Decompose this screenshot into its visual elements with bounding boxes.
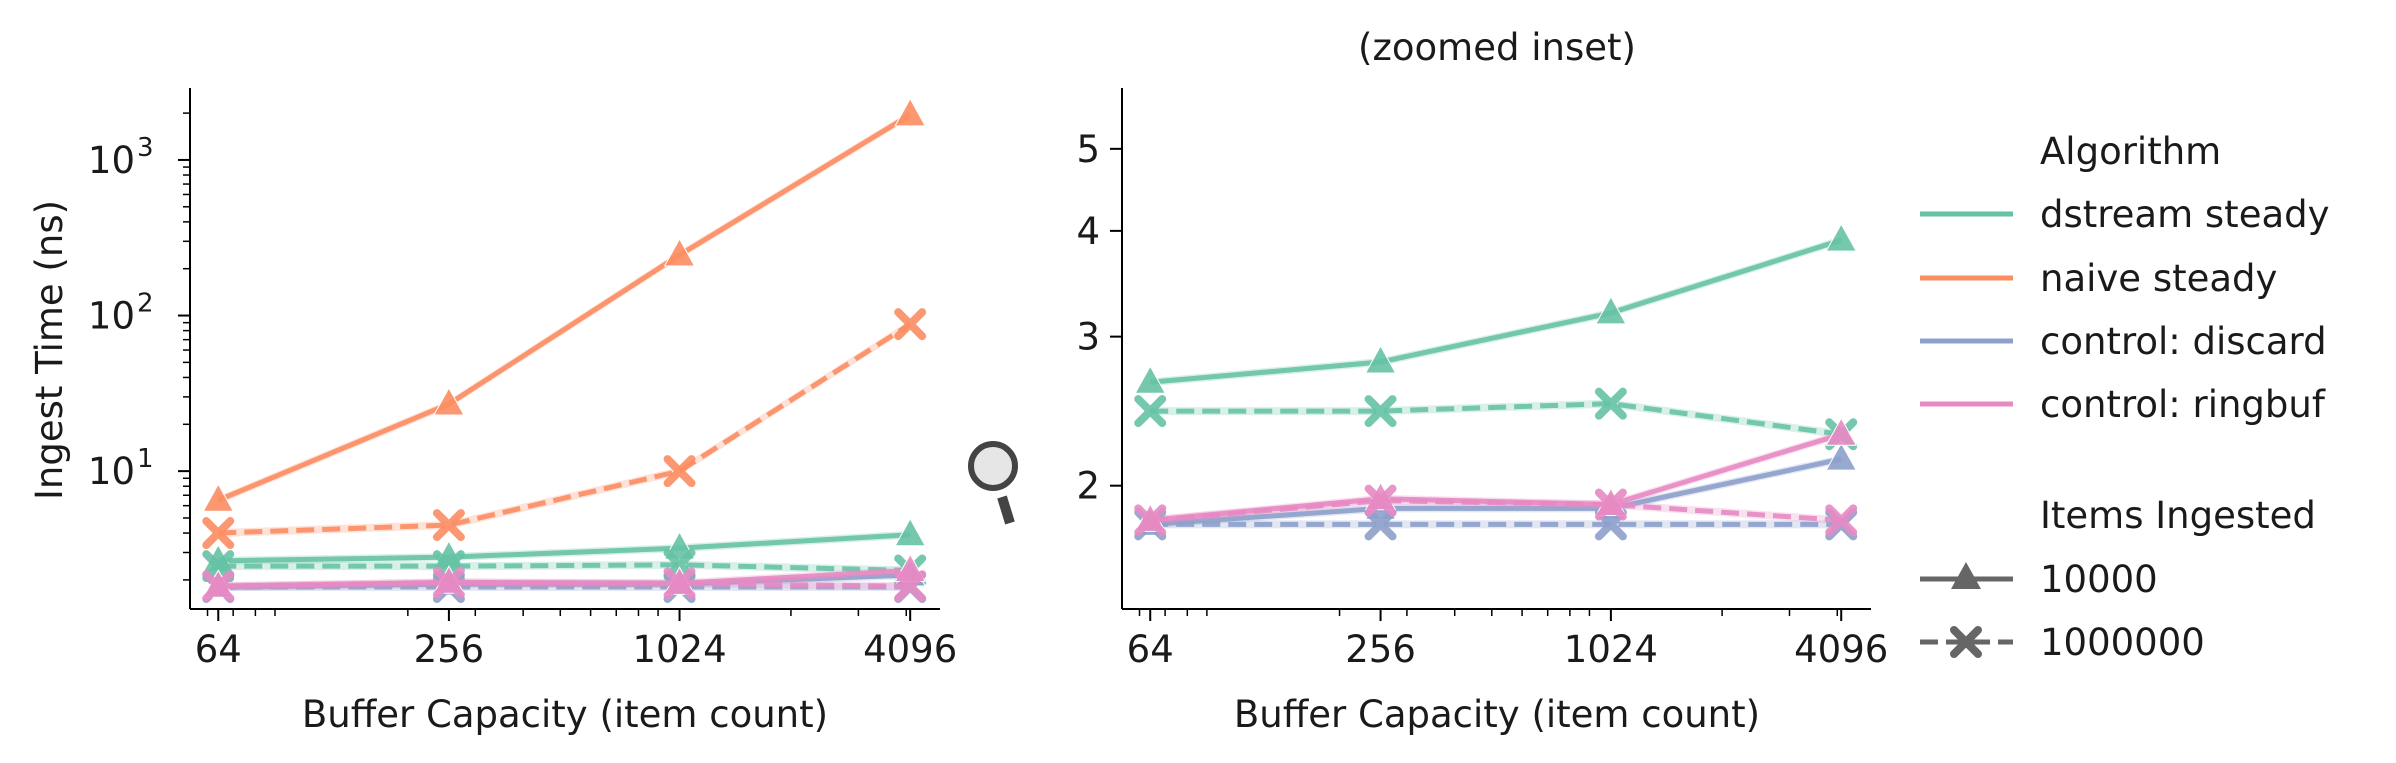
x-marker: [1594, 488, 1627, 521]
ci-band: [218, 110, 911, 505]
x-marker: [432, 509, 465, 542]
series-line: [1150, 237, 1842, 385]
y-tick-label: 2: [1076, 465, 1100, 508]
legend-label-1000000: 1000000: [2040, 621, 2205, 664]
triangle-marker: [433, 386, 465, 416]
triangle-marker: [1825, 442, 1858, 471]
series-line: [218, 322, 912, 536]
y-tick-label: 10: [88, 450, 135, 493]
x-marker: [1364, 484, 1397, 517]
triangle-marker: [894, 517, 927, 547]
x-marker: [1825, 504, 1858, 537]
x-marker: [894, 570, 927, 603]
legend-label-ringbuf: control: ringbuf: [2040, 383, 2326, 426]
x-tick-label: 256: [414, 628, 485, 671]
x-marker: [663, 567, 696, 600]
triangle-marker: [202, 483, 235, 512]
legend-label-10000: 10000: [2040, 558, 2158, 601]
x-marker: [1134, 395, 1167, 428]
series-line: [217, 112, 912, 503]
legend-label-naive: naive steady: [2040, 257, 2277, 300]
x-marker: [1364, 395, 1397, 428]
x-tick-label: 64: [195, 628, 242, 671]
triangle-marker: [663, 237, 696, 267]
y-tick-exponent: 1: [137, 444, 154, 474]
series-line: [1150, 401, 1842, 437]
series-line: [1150, 456, 1842, 527]
x-tick-label: 4096: [863, 628, 957, 671]
legend-triangle-marker: [1951, 562, 1981, 589]
x-tick-label: 64: [1127, 628, 1174, 671]
x-marker: [1134, 504, 1167, 537]
series-line: [218, 532, 911, 564]
triangle-marker: [894, 97, 927, 127]
inset-panel: 64 256 1024 4096 2 3 4 5 (zoomed inset) Buffer …: [1076, 26, 1888, 736]
x-tick-label: 1024: [632, 628, 726, 671]
y-tick-exponent: 3: [137, 133, 154, 163]
legend-title-items: Items Ingested: [2040, 494, 2316, 537]
ci-band: [1150, 236, 1842, 387]
x-marker: [894, 308, 927, 341]
series-line: [218, 580, 911, 589]
y-axis-label: Ingest Time (ns): [28, 200, 71, 500]
y-tick-label: 5: [1076, 128, 1100, 171]
legend-title-algorithm: Algorithm: [2040, 130, 2221, 173]
y-tick-label: 3: [1076, 316, 1100, 359]
ci-band: [218, 320, 911, 538]
triangle-marker: [1825, 223, 1858, 252]
y-tick-exponent: 2: [137, 289, 154, 319]
y-tick-base: 10: [88, 450, 135, 493]
x-tick-label: 1024: [1564, 628, 1658, 671]
y-tick-label: 4: [1076, 210, 1100, 253]
x-marker: [202, 517, 235, 550]
x-axis-label: Buffer Capacity (item count): [1234, 693, 1760, 736]
legend-x-marker: [1950, 626, 1982, 658]
y-tick-label: 10: [88, 295, 135, 338]
y-tick-base: 10: [88, 295, 135, 338]
triangle-marker: [1134, 365, 1167, 394]
series-line: [1150, 498, 1842, 523]
x-axis-label: Buffer Capacity (item count): [302, 693, 828, 736]
y-tick-label: 10: [88, 139, 135, 182]
legend: Algorithm dstream steady naive steady co…: [1920, 130, 2330, 664]
inset-title: (zoomed inset): [1358, 26, 1636, 69]
magnifier-icon: [968, 441, 1018, 525]
x-marker: [202, 570, 235, 603]
x-marker: [663, 455, 696, 488]
series-line: [218, 562, 911, 573]
triangle-marker: [1825, 417, 1858, 446]
legend-label-dstream: dstream steady: [2040, 193, 2330, 236]
x-marker: [1364, 508, 1397, 541]
x-tick-label: 256: [1345, 628, 1416, 671]
x-marker: [432, 566, 465, 599]
x-tick-label: 4096: [1794, 628, 1888, 671]
triangle-marker: [1364, 344, 1397, 374]
y-tick-base: 10: [88, 139, 135, 182]
legend-label-discard: control: discard: [2040, 320, 2327, 363]
triangle-marker: [1595, 295, 1627, 325]
x-marker: [1594, 387, 1627, 420]
ci-band: [1150, 430, 1842, 525]
